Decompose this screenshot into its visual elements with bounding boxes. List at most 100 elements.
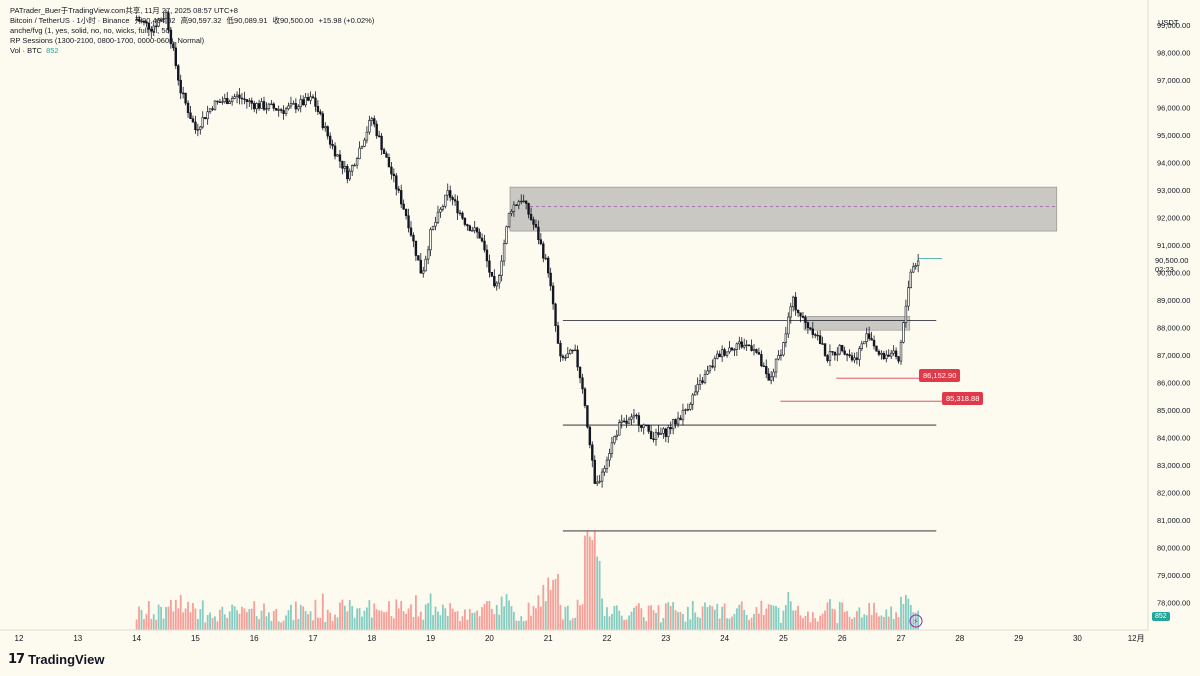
- indicator-fvg[interactable]: anche/fvg (1, yes, solid, no, no, wicks,…: [10, 26, 173, 35]
- candle-body: [473, 227, 476, 231]
- volume-bar: [650, 605, 652, 630]
- candle-body: [253, 103, 256, 110]
- candle-body: [916, 260, 920, 266]
- x-tick-label: 22: [603, 634, 612, 643]
- volume-bar: [603, 616, 606, 630]
- volume-bar: [167, 606, 170, 630]
- candle-body: [333, 145, 337, 157]
- candle-body: [502, 243, 506, 262]
- candle-body: [233, 96, 236, 99]
- volume-bar: [772, 605, 775, 630]
- candle-body: [137, 19, 141, 22]
- currency-label[interactable]: USDT: [1158, 18, 1179, 27]
- indicator-sessions[interactable]: RP Sessions (1300-2100, 0800-1700, 0000-…: [10, 36, 205, 45]
- volume-value: 852: [46, 46, 59, 55]
- candle-body: [196, 129, 200, 131]
- candle-body: [902, 322, 905, 343]
- candle-body: [350, 165, 354, 172]
- candle-body: [559, 342, 562, 357]
- volume-bar: [211, 618, 214, 630]
- candles-layer: [135, 9, 920, 488]
- candle-body: [848, 354, 851, 357]
- volume-bar: [263, 603, 265, 630]
- candle-body: [456, 200, 459, 214]
- candle-body: [701, 380, 704, 383]
- candle-body: [576, 349, 579, 368]
- volume-bar: [694, 612, 697, 630]
- candle-body: [167, 12, 170, 31]
- candle-body: [189, 112, 192, 120]
- candle-body: [466, 224, 469, 227]
- volume-bar: [677, 612, 679, 630]
- candle-body: [669, 427, 672, 430]
- candle-body: [801, 315, 805, 318]
- symbol-line[interactable]: Bitcoin / TetherUS · 1小时 · Binance 开90,4…: [10, 16, 374, 26]
- candle-body: [551, 285, 555, 305]
- indicator-volume[interactable]: Vol · BTC 852: [10, 46, 374, 56]
- candle-body: [211, 108, 214, 110]
- volume-bar: [520, 616, 523, 630]
- price-axis[interactable]: 78,000.00 79,000.00 80,000.00 81,000.00 82,0…: [1157, 21, 1190, 608]
- candle-body: [818, 335, 822, 344]
- candle-body: [635, 414, 638, 417]
- candle-body: [909, 271, 913, 288]
- candle-body: [191, 118, 195, 123]
- time-axis[interactable]: 12 13 14 15 16 17 18 19 20 21 22 23 24 25 26 27 28 29 30 12…: [15, 634, 1145, 643]
- candle-body: [358, 147, 361, 159]
- candle-body: [632, 414, 636, 418]
- candle-body: [346, 165, 349, 180]
- candle-body: [201, 117, 204, 128]
- share-line: PATrader_Buer于TradingView.com共享, 11月 27,…: [10, 6, 238, 15]
- volume-bar: [686, 606, 689, 630]
- candle-body: [840, 344, 844, 352]
- candle-body: [691, 394, 694, 405]
- candle-body: [365, 131, 369, 141]
- volume-bar: [542, 584, 545, 630]
- volume-bar: [586, 530, 589, 630]
- candle-body: [760, 354, 763, 367]
- candle-body: [605, 459, 609, 469]
- candle-body: [245, 99, 249, 102]
- candle-body: [475, 227, 479, 233]
- volume-bar: [905, 594, 907, 630]
- volume-bar: [461, 616, 464, 630]
- volume-bar: [660, 622, 662, 630]
- replay-icon[interactable]: [909, 614, 923, 628]
- volume-bar: [517, 620, 520, 630]
- volume-bar: [297, 619, 300, 630]
- tradingview-logo[interactable]: 17 TradingView: [8, 652, 104, 667]
- candle-body: [159, 19, 163, 21]
- candle-body: [328, 135, 332, 145]
- volume-layer: [135, 530, 920, 630]
- y-tick-label: 91,000.00: [1157, 241, 1190, 250]
- candle-body: [282, 110, 285, 114]
- candle-body: [676, 417, 680, 425]
- volume-bar: [726, 618, 728, 630]
- volume-bar: [630, 611, 633, 630]
- candle-body: [314, 97, 317, 107]
- lightning-icon: ⚡: [913, 617, 919, 626]
- candle-body: [569, 349, 572, 355]
- candle-body: [226, 98, 229, 104]
- volume-bar: [192, 603, 194, 630]
- candle-body: [821, 343, 824, 345]
- candle-body: [730, 347, 734, 351]
- candle-body: [772, 371, 775, 378]
- volume-bar: [601, 598, 603, 630]
- candle-body: [434, 222, 437, 227]
- volume-bar: [562, 619, 564, 630]
- volume-bar: [419, 611, 422, 630]
- candle-body: [823, 343, 827, 356]
- volume-bar: [405, 613, 407, 630]
- candle-body: [689, 403, 692, 410]
- candle-body: [478, 231, 481, 239]
- volume-bar: [613, 606, 616, 630]
- volume-bar: [596, 556, 599, 630]
- volume-bar: [368, 600, 371, 630]
- candle-body: [767, 373, 770, 381]
- volume-bar: [615, 605, 618, 630]
- volume-bar: [292, 620, 295, 630]
- candle-body: [319, 111, 322, 114]
- volume-bar: [277, 621, 280, 630]
